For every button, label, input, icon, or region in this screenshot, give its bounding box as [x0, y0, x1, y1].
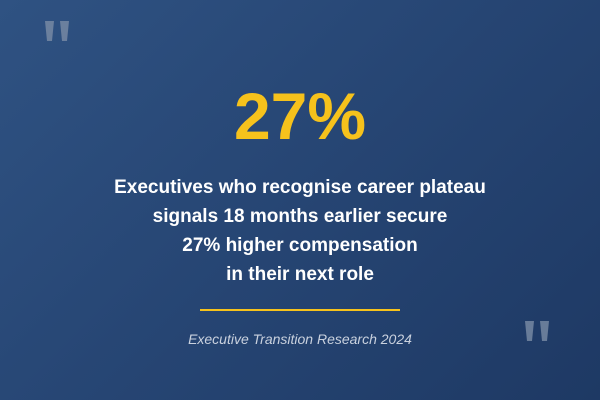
- quote-line: signals 18 months earlier secure: [152, 206, 448, 227]
- quote-body: Executives who recognise career plateau s…: [0, 173, 600, 289]
- open-quote-mark: [45, 21, 69, 41]
- close-quote-mark: [525, 321, 549, 341]
- quote-line: 27% higher compensation: [182, 235, 418, 256]
- quote-line: Executives who recognise career plateau: [114, 177, 486, 198]
- quote-line: in their next role: [226, 264, 374, 285]
- source: Executive Transition Research 2024: [188, 331, 412, 347]
- divider: [200, 309, 400, 311]
- stat: 27%: [233, 79, 367, 153]
